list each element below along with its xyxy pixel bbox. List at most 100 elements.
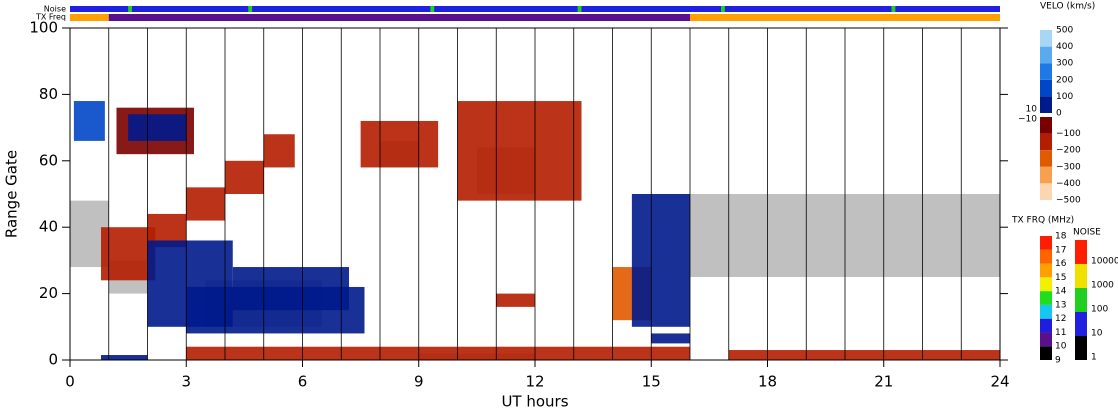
noise-tick-label: 1000 (1091, 281, 1114, 291)
noise-tick-label: 1 (1091, 353, 1097, 363)
x-tick-label: 9 (414, 373, 424, 391)
velocity-tick-label: 300 (1056, 59, 1073, 69)
velocity-cell (496, 293, 535, 307)
y-tick-label: 60 (39, 151, 58, 169)
noise-segment (70, 6, 1000, 12)
velocity-swatch (1040, 133, 1052, 151)
freq-segment (690, 14, 1000, 21)
velocity-cell (186, 187, 225, 221)
x-tick-label: 6 (298, 373, 308, 391)
freq-scale-title: TX FRQ (MHz) (1011, 216, 1074, 226)
velocity-tick-label: 10 (1026, 105, 1038, 115)
noise-segment (430, 6, 435, 12)
velocity-swatch (1040, 63, 1052, 80)
freq-swatch (1040, 304, 1052, 319)
freq-swatch (1040, 249, 1052, 264)
velocity-cell (457, 101, 582, 201)
velocity-swatch (1040, 96, 1052, 113)
velocity-swatch (1040, 183, 1052, 200)
velocity-cell (263, 134, 295, 168)
noise-segment (577, 6, 582, 12)
velocity-scale-title: VELO (km/s) (1040, 2, 1095, 12)
freq-tick-label: 17 (1055, 245, 1066, 255)
noise-swatch (1075, 288, 1087, 312)
noise-tick-label: 10 (1091, 329, 1103, 339)
x-tick-label: 0 (65, 373, 75, 391)
freq-swatch (1040, 332, 1052, 347)
x-tick-label: 3 (181, 373, 191, 391)
x-tick-label: 24 (990, 373, 1009, 391)
noise-swatch (1075, 264, 1087, 288)
freq-tick-label: 12 (1055, 314, 1066, 324)
velocity-swatch (1040, 46, 1052, 64)
velocity-swatch (1040, 30, 1052, 47)
freq-tick-label: 9 (1055, 356, 1061, 366)
velocity-cell (360, 120, 439, 168)
velocity-tick-label: 400 (1056, 42, 1073, 52)
velocity-tick-label: 0 (1056, 109, 1062, 119)
velocity-swatch (1040, 79, 1052, 97)
velocity-cell (225, 160, 264, 194)
velocity-cell (728, 350, 1000, 360)
y-tick-label: 0 (48, 351, 58, 369)
velocity-cell (651, 333, 690, 344)
freq-tick-label: 15 (1055, 273, 1066, 283)
noise-segment (248, 6, 253, 12)
velocity-tick-label: 200 (1056, 75, 1073, 85)
y-tick-label: 100 (29, 19, 58, 37)
noise-tick-label: 10000 (1091, 257, 1118, 267)
noise-label: Noise (44, 5, 66, 14)
freq-tick-label: 11 (1055, 328, 1066, 338)
noise-scale-title: NOISE (1073, 228, 1101, 238)
freq-swatch (1040, 277, 1052, 292)
velocity-cell (186, 346, 690, 360)
noise-segment (891, 6, 896, 12)
y-tick-label: 40 (39, 218, 58, 236)
noise-segment (721, 6, 725, 12)
freq-swatch (1040, 318, 1052, 333)
noise-segment (128, 6, 132, 12)
y-tick-label: 20 (39, 284, 58, 302)
velocity-tick-label: 500 (1056, 26, 1073, 36)
velocity-tick-label: −200 (1056, 146, 1081, 156)
velocity-tick-label: −10 (1018, 115, 1037, 125)
freq-swatch (1040, 236, 1052, 250)
freq-segment (108, 14, 690, 21)
freq-swatch (1040, 346, 1052, 360)
x-tick-label: 18 (758, 373, 777, 391)
freq-tick-label: 10 (1055, 342, 1067, 352)
velocity-swatch (1040, 166, 1052, 184)
y-tick-label: 80 (39, 85, 58, 103)
velocity-tick-label: 100 (1056, 92, 1073, 102)
velocity-cell (631, 194, 690, 327)
velocity-cell (186, 286, 365, 334)
x-tick-label: 21 (874, 373, 893, 391)
velocity-tick-label: −300 (1056, 162, 1081, 172)
velocity-tick-label: −400 (1056, 179, 1081, 189)
velocity-cell (101, 355, 148, 360)
velocity-cell (128, 114, 187, 141)
x-tick-label: 12 (525, 373, 544, 391)
velocity-tick-label: −100 (1056, 129, 1081, 139)
noise-swatch (1075, 336, 1087, 360)
noise-tick-label: 100 (1091, 305, 1108, 315)
x-tick-label: 15 (642, 373, 661, 391)
velocity-cell (73, 101, 105, 141)
x-axis-label: UT hours (501, 393, 568, 411)
y-axis-label: Range Gate (3, 150, 21, 238)
freq-swatch (1040, 291, 1052, 305)
freq-tick-label: 14 (1055, 287, 1067, 297)
freq-segment (70, 14, 109, 21)
velocity-tick-label: −500 (1056, 196, 1081, 206)
velocity-cell (101, 227, 156, 281)
freq-label: TX Freq (35, 13, 66, 22)
freq-tick-label: 18 (1055, 232, 1067, 242)
freq-tick-label: 16 (1055, 259, 1067, 269)
freq-swatch (1040, 263, 1052, 278)
freq-tick-label: 13 (1055, 300, 1066, 310)
noise-swatch (1075, 312, 1087, 336)
velocity-swatch (1040, 150, 1052, 167)
velocity-swatch (1040, 117, 1052, 134)
noise-swatch (1075, 240, 1087, 264)
